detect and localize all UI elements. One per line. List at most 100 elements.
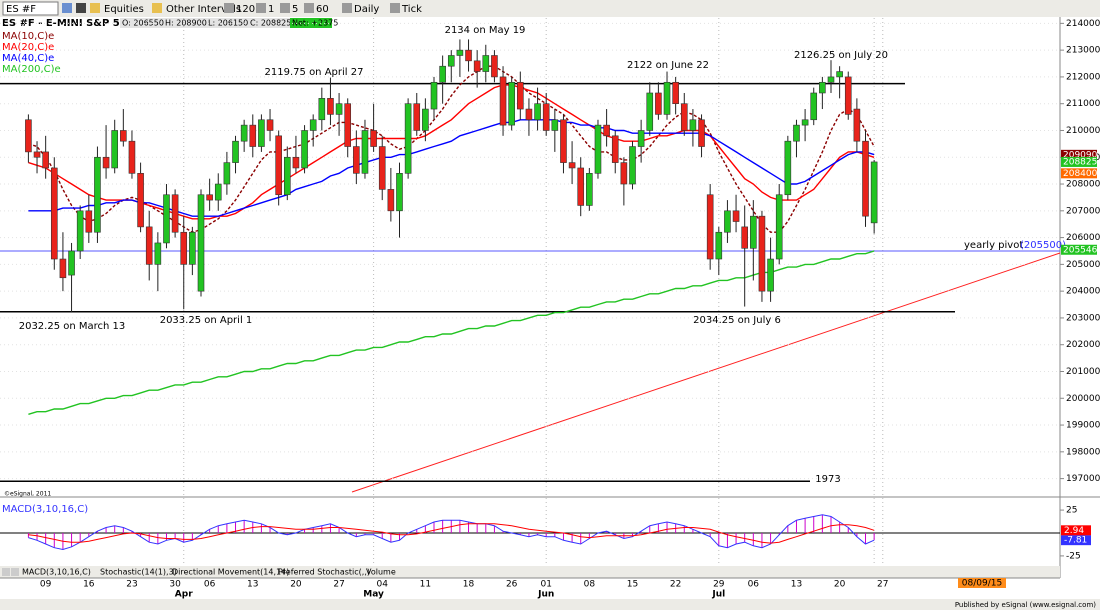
tab[interactable]: MACD(3,10,16,C) — [22, 568, 91, 577]
candle-body — [793, 124, 800, 142]
chart-symbol: ES #F - E-MINI S&P 500,D — [2, 18, 146, 29]
candle-body — [102, 156, 110, 169]
symbol[interactable]: ES #F — [6, 4, 36, 15]
candle-body — [50, 167, 58, 260]
candle-body — [517, 81, 524, 110]
candle-body — [370, 130, 377, 147]
close: C: 208825 — [250, 19, 291, 28]
tab-scroll[interactable] — [2, 568, 10, 576]
x-tick-label: 11 — [420, 580, 431, 590]
icon[interactable] — [90, 3, 100, 13]
candle-body — [145, 226, 153, 265]
toolbar-button[interactable]: 1 — [268, 4, 274, 15]
toolbar-button[interactable]: 5 — [292, 4, 298, 15]
icon[interactable] — [152, 3, 162, 13]
candle-body — [59, 258, 67, 279]
y-tick-label: 208000 — [1066, 180, 1100, 190]
candle-body — [378, 146, 386, 190]
candle-body — [430, 81, 438, 110]
toolbar-button[interactable]: 120 — [236, 4, 255, 15]
price-flag — [1061, 149, 1097, 160]
x-tick-label: 01 — [540, 580, 551, 590]
candle-body — [844, 76, 852, 115]
candle-body — [672, 81, 679, 104]
x-tick-label: 22 — [670, 580, 681, 590]
x-tick-label: 27 — [333, 580, 344, 590]
candle-body — [275, 135, 282, 196]
x-tick-label: 20 — [834, 580, 846, 590]
toolbar-icon[interactable] — [224, 3, 234, 13]
candle-body — [361, 130, 369, 174]
candle-body — [560, 119, 567, 163]
candle-body — [603, 124, 610, 137]
y-tick-label: 207000 — [1066, 206, 1100, 216]
price-flag — [1061, 244, 1097, 255]
toolbar-icon[interactable] — [342, 3, 352, 13]
candle-body — [33, 151, 41, 158]
price-flag-label: 205546 — [1063, 245, 1098, 255]
candle-body — [750, 215, 757, 249]
toolbar-icon[interactable] — [390, 3, 400, 13]
candle-body — [706, 194, 714, 260]
tab-scroll[interactable] — [11, 568, 19, 576]
candle-body — [120, 130, 127, 142]
toolbar-icon[interactable] — [256, 3, 266, 13]
candle-body — [775, 194, 783, 260]
x-tick-label: 16 — [83, 580, 95, 590]
month-label: May — [363, 590, 384, 600]
y-tick-label: -25 — [1066, 551, 1081, 561]
value-flag — [1061, 535, 1091, 546]
toolbar-button[interactable]: Daily — [354, 4, 379, 15]
value-flag-label: 2.94 — [1064, 526, 1084, 536]
x-tick-label: 27 — [877, 580, 888, 590]
candle-body — [715, 231, 723, 260]
candle-body — [396, 173, 403, 212]
pivot-value: (205500) — [1020, 240, 1066, 251]
candle-body — [784, 140, 792, 196]
candle-body — [94, 156, 101, 233]
candle-body — [232, 140, 239, 163]
candle-body — [266, 119, 274, 131]
price-flag — [1061, 168, 1097, 179]
annotation: 2033.25 on April 1 — [160, 315, 253, 326]
candle-body — [870, 161, 878, 224]
toolbar-icon[interactable] — [304, 3, 314, 13]
candle-body — [758, 215, 766, 292]
copyright: ©eSignal, 2011 — [4, 491, 51, 498]
tab[interactable]: Stochastic(14(1),3) — [100, 568, 177, 577]
equities-menu[interactable]: Equities — [104, 4, 144, 15]
tab[interactable]: Directional Movement(14,14) — [172, 568, 289, 577]
y-tick-label: 206000 — [1066, 233, 1100, 243]
candle-body — [482, 55, 490, 72]
x-tick-label: 06 — [204, 580, 216, 590]
y-tick-label: 212000 — [1066, 72, 1100, 82]
candle-body — [542, 103, 550, 131]
tab[interactable]: Volume — [366, 568, 396, 577]
candle-body — [534, 103, 541, 121]
toolbar-button[interactable]: 60 — [316, 4, 329, 15]
footer: Published by eSignal (www.esignal.com) — [955, 601, 1096, 609]
x-tick-label: 06 — [748, 580, 760, 590]
icon[interactable] — [62, 3, 72, 13]
candle-body — [810, 92, 818, 121]
macd-line — [28, 523, 875, 544]
tab[interactable]: Preferred Stochastic(,,) — [278, 568, 370, 577]
date: 08/09/15 — [962, 579, 1002, 589]
candle-body — [111, 130, 118, 169]
x-tick-label: 13 — [247, 580, 258, 590]
toolbar-icon[interactable] — [280, 3, 290, 13]
candle-body — [862, 140, 869, 217]
candle-body — [646, 92, 654, 131]
tab-strip — [0, 566, 1060, 578]
x-tick-label: 18 — [463, 580, 475, 590]
toolbar-button[interactable]: Tick — [401, 4, 422, 15]
candle-body — [629, 146, 636, 185]
symbol-box[interactable] — [2, 1, 59, 16]
candle-body — [465, 49, 472, 62]
annotation: 2034.25 on July 6 — [693, 315, 781, 326]
candle-body — [327, 98, 334, 115]
intervals-menu[interactable]: Other Intervals — [166, 4, 241, 15]
y-tick-label: 203000 — [1066, 313, 1100, 323]
icon[interactable] — [76, 3, 86, 13]
y-tick-label: 204000 — [1066, 287, 1100, 297]
